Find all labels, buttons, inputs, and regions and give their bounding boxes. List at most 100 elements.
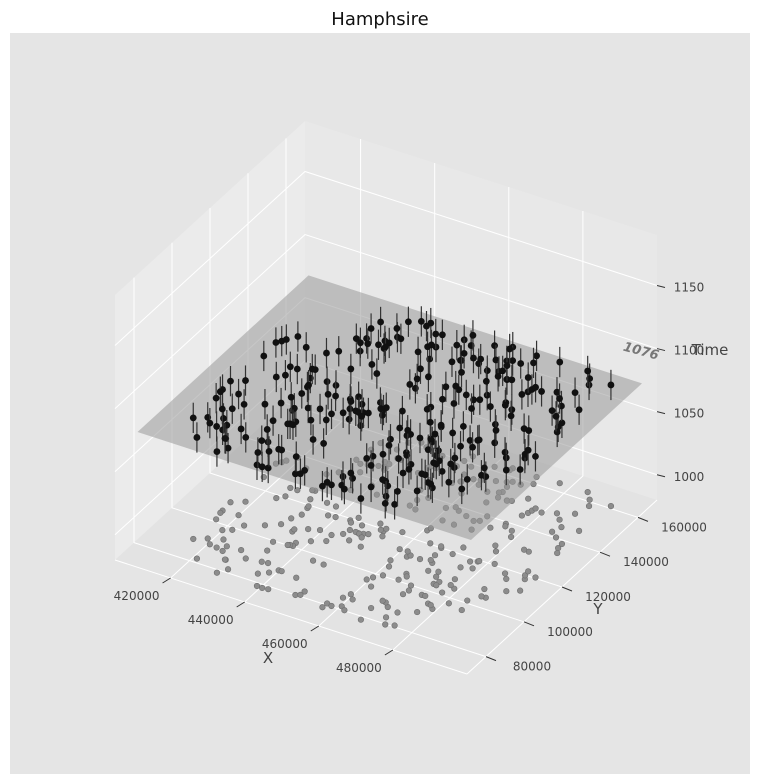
data-point <box>323 349 330 357</box>
projected-point <box>320 561 327 568</box>
data-point <box>242 433 250 441</box>
y-gridline <box>209 208 563 588</box>
data-point <box>237 425 245 433</box>
projected-point <box>469 565 476 572</box>
data-point <box>507 412 515 420</box>
data-point <box>282 371 289 379</box>
projected-point <box>258 558 265 565</box>
projected-point <box>391 622 398 629</box>
data-point <box>395 455 402 462</box>
y-tick-label: 160000 <box>661 520 707 534</box>
projected-point <box>425 567 432 574</box>
data-point <box>379 411 386 419</box>
data-point <box>302 343 310 351</box>
data-point <box>426 418 434 426</box>
z-axis-label: Time <box>691 341 729 359</box>
data-point <box>469 443 476 451</box>
data-point <box>460 349 468 357</box>
projected-point <box>478 593 485 600</box>
projected-point <box>305 526 312 533</box>
data-point <box>450 400 458 407</box>
data-point <box>224 444 232 452</box>
x-gridline <box>392 211 584 651</box>
data-point <box>553 428 561 436</box>
projected-point <box>235 512 242 519</box>
data-point <box>506 345 514 353</box>
y-tick-mark <box>637 516 649 522</box>
data-point <box>404 318 412 326</box>
data-point <box>367 483 375 491</box>
projected-point <box>358 534 365 541</box>
projected-point <box>379 597 386 604</box>
projected-point <box>227 499 234 506</box>
data-point <box>220 414 227 422</box>
data-point <box>320 440 328 447</box>
projected-point <box>607 502 615 510</box>
projected-point <box>328 602 335 610</box>
projected-point <box>460 544 467 551</box>
projected-point <box>325 512 332 519</box>
z-tick-mark <box>656 411 666 415</box>
y-gridline <box>171 242 525 623</box>
data-point <box>428 341 435 349</box>
projected-point <box>379 533 386 540</box>
data-point <box>427 480 435 488</box>
projected-point <box>193 555 201 562</box>
data-point <box>462 391 470 399</box>
data-point <box>347 365 355 373</box>
data-point <box>213 423 221 430</box>
data-point <box>206 419 214 427</box>
y-tick-mark <box>523 621 535 627</box>
x-tick-mark <box>310 625 320 632</box>
y-tick-mark <box>599 551 611 557</box>
projected-point <box>382 614 390 621</box>
projected-point <box>507 533 515 541</box>
projected-point <box>556 480 563 487</box>
data-point <box>189 414 197 422</box>
projected-point <box>556 516 563 523</box>
data-point <box>254 449 262 456</box>
data-point <box>405 465 413 473</box>
projected-point <box>323 537 330 545</box>
data-point <box>517 360 525 367</box>
projected-point <box>532 574 539 581</box>
data-point <box>425 373 432 381</box>
projected-point <box>284 541 291 549</box>
data-point <box>294 333 302 340</box>
data-point <box>524 374 532 381</box>
projected-point <box>264 560 272 567</box>
projected-point <box>445 600 452 607</box>
data-point <box>227 377 234 385</box>
data-point <box>212 394 220 402</box>
projected-point <box>466 558 474 565</box>
data-point <box>377 405 385 413</box>
data-point <box>339 473 347 480</box>
data-point <box>458 368 465 376</box>
data-point <box>242 377 249 384</box>
projected-point <box>332 503 340 510</box>
data-point <box>292 470 299 478</box>
data-point <box>482 377 490 385</box>
data-point <box>358 412 366 420</box>
projected-point <box>377 526 384 533</box>
data-point <box>437 421 445 429</box>
data-point <box>258 463 266 471</box>
projected-point <box>259 584 266 592</box>
data-point <box>375 341 382 349</box>
projected-point <box>584 489 591 496</box>
projected-point <box>287 484 294 492</box>
data-point <box>477 355 485 363</box>
x-tick-label: 480000 <box>336 661 382 675</box>
projected-point <box>433 582 440 589</box>
projected-point <box>219 547 226 555</box>
data-point <box>269 417 277 425</box>
data-point <box>293 365 301 373</box>
projected-point <box>357 543 364 550</box>
data-point <box>532 383 539 391</box>
z-tick-label: 1050 <box>674 407 705 421</box>
projected-point <box>328 531 335 539</box>
data-point <box>502 466 510 474</box>
data-point <box>457 442 464 450</box>
z-tick-mark <box>656 474 666 478</box>
data-point <box>423 322 430 330</box>
